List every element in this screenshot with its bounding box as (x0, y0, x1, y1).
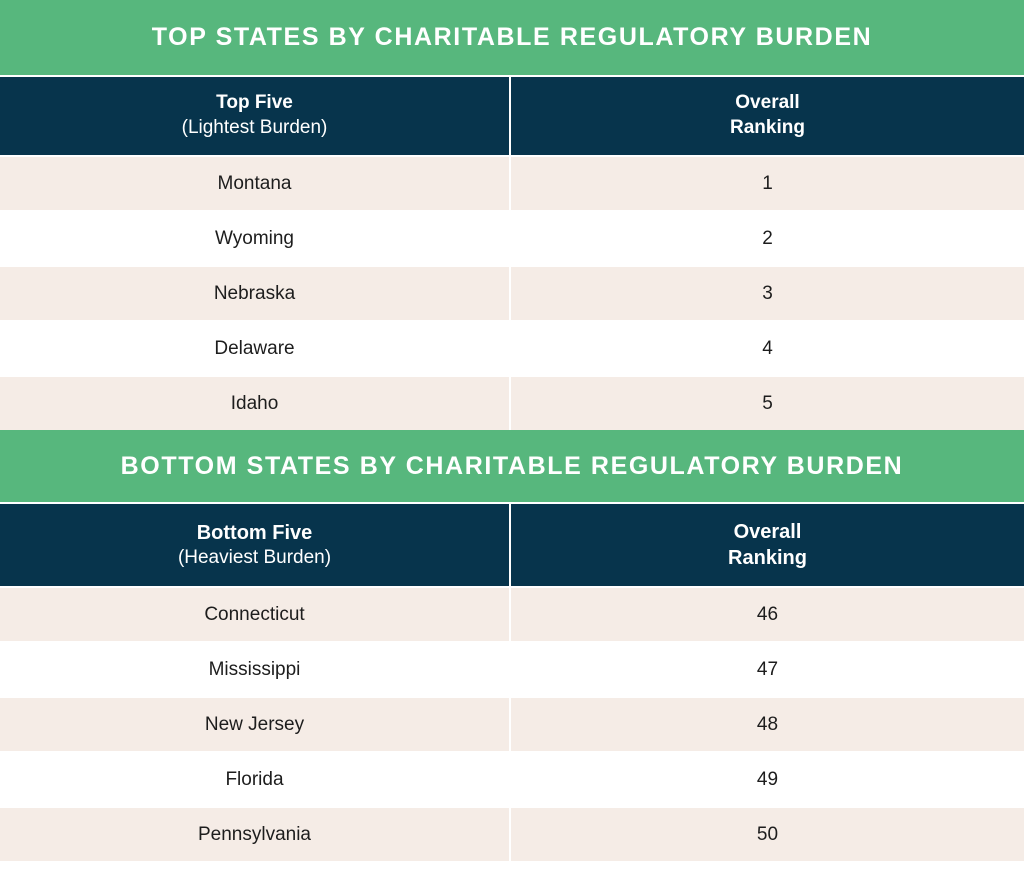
top-header-title: Top Five (216, 92, 293, 114)
rank-cell: 47 (756, 658, 779, 680)
bottom-header-ranking-line2: Ranking (728, 547, 807, 569)
table-row: Connecticut 46 (0, 586, 1024, 641)
bottom-table-header: Bottom Five (Heaviest Burden) Overall Ra… (0, 502, 1024, 586)
top-header-ranking-line2: Ranking (730, 117, 805, 138)
state-cell: Florida (0, 753, 511, 806)
bottom-header-ranking-column: Overall Ranking (511, 504, 1024, 586)
rank-cell: 49 (756, 768, 779, 790)
rank-cell: 48 (756, 713, 779, 735)
rank-cell: 1 (762, 172, 773, 194)
table-row: Florida 49 (0, 751, 1024, 806)
rank-cell: 4 (762, 337, 773, 359)
rank-cell: 5 (762, 392, 773, 414)
top-header-state-column: Top Five (Lightest Burden) (0, 77, 511, 155)
top-states-banner: TOP STATES BY CHARITABLE REGULATORY BURD… (0, 0, 1024, 75)
table-row: Wyoming 2 (0, 210, 1024, 265)
state-cell: New Jersey (0, 698, 511, 751)
rank-cell: 2 (762, 227, 773, 249)
top-header-ranking-line1: Overall (735, 92, 800, 114)
state-cell: Idaho (0, 377, 511, 430)
state-cell: Nebraska (0, 267, 511, 320)
table-row: Montana 1 (0, 155, 1024, 210)
top-header-subtitle: (Lightest Burden) (181, 117, 328, 138)
bottom-header-ranking-line1: Overall (733, 521, 802, 543)
table-row: Pennsylvania 50 (0, 806, 1024, 861)
table-row: Nebraska 3 (0, 265, 1024, 320)
bottom-header-subtitle: (Heaviest Burden) (177, 546, 332, 568)
state-cell: Delaware (0, 322, 511, 375)
rank-cell: 46 (756, 603, 779, 625)
top-table-header: Top Five (Lightest Burden) Overall Ranki… (0, 75, 1024, 155)
bottom-states-banner: BOTTOM STATES BY CHARITABLE REGULATORY B… (0, 430, 1024, 502)
bottom-header-title: Bottom Five (196, 521, 313, 544)
state-cell: Pennsylvania (0, 808, 511, 861)
bottom-header-state-column: Bottom Five (Heaviest Burden) (0, 504, 511, 586)
rank-cell: 3 (762, 282, 773, 304)
table-row: Idaho 5 (0, 375, 1024, 430)
state-cell: Montana (0, 157, 511, 210)
top-header-ranking-column: Overall Ranking (511, 77, 1024, 155)
state-cell: Mississippi (0, 643, 511, 696)
table-row: New Jersey 48 (0, 696, 1024, 751)
rank-cell: 50 (756, 823, 779, 845)
table-row: Delaware 4 (0, 320, 1024, 375)
state-cell: Connecticut (0, 588, 511, 641)
state-cell: Wyoming (0, 212, 511, 265)
table-row: Mississippi 47 (0, 641, 1024, 696)
